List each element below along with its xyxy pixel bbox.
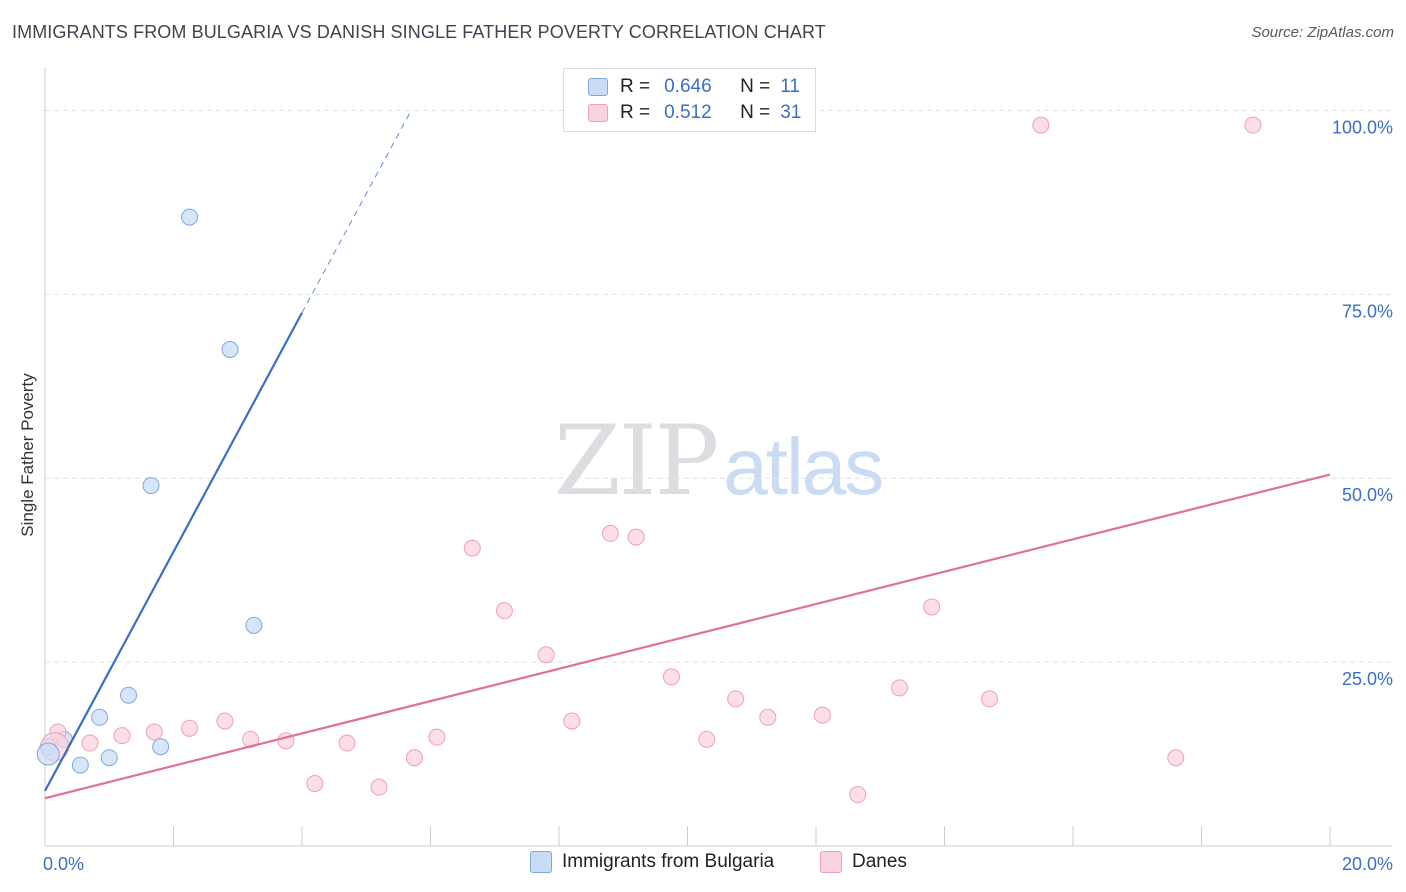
legend-item-danes[interactable]: Danes: [820, 851, 907, 873]
data-point-danes: [405, 749, 423, 767]
data-point-bulgaria: [142, 477, 160, 495]
data-point-bulgaria: [181, 208, 199, 226]
data-point-danes: [216, 712, 234, 730]
data-point-danes: [923, 598, 941, 616]
data-point-danes: [601, 524, 619, 542]
data-point-danes: [338, 734, 356, 752]
data-point-danes: [495, 602, 513, 620]
data-point-danes: [813, 706, 831, 724]
data-point-danes: [370, 778, 388, 796]
legend-r-value: 0.512: [664, 102, 712, 123]
legend-swatch-bulgaria: [530, 851, 552, 873]
watermark: ZIPatlas: [554, 405, 884, 517]
y-tick-label: 100.0%: [1332, 117, 1393, 137]
data-point-danes: [563, 712, 581, 730]
data-point-bulgaria: [91, 708, 109, 726]
data-point-danes: [463, 539, 481, 557]
data-point-bulgaria: [152, 738, 170, 756]
trend-line-danes: [44, 473, 1331, 800]
data-point-danes: [113, 727, 131, 745]
data-point-danes: [662, 668, 680, 686]
data-point-danes: [759, 708, 777, 726]
legend-r-label: R =: [620, 76, 651, 97]
data-point-bulgaria: [245, 616, 263, 634]
data-point-danes: [980, 690, 998, 708]
data-point-danes: [727, 690, 745, 708]
legend-r-label: R =: [620, 102, 651, 123]
correlation-legend: R = 0.646 N = 11 R = 0.512 N = 31: [563, 68, 816, 132]
data-point-danes: [181, 719, 199, 737]
legend-swatch-danes: [820, 851, 842, 873]
trend-line-bulgaria: [44, 312, 303, 792]
data-point-danes: [81, 734, 99, 752]
data-point-danes: [428, 728, 446, 746]
legend-r-value: 0.646: [664, 76, 712, 97]
legend-label-bulgaria: Immigrants from Bulgaria: [562, 851, 775, 872]
legend-item-bulgaria[interactable]: Immigrants from Bulgaria: [530, 851, 774, 873]
legend-label-danes: Danes: [852, 851, 907, 872]
y-tick-label: 50.0%: [1342, 485, 1393, 505]
data-point-danes: [1167, 749, 1185, 767]
data-point-danes: [306, 774, 324, 792]
data-point-bulgaria: [120, 686, 138, 704]
source-label: Source: ZipAtlas.com: [1251, 24, 1394, 41]
legend-swatch-bulgaria: [588, 78, 608, 96]
data-point-danes: [698, 730, 716, 748]
x-tick-label: 20.0%: [1342, 854, 1393, 874]
x-tick-label: 0.0%: [43, 854, 84, 874]
data-point-bulgaria: [36, 742, 60, 766]
data-point-danes: [627, 528, 645, 546]
data-point-danes: [1032, 116, 1050, 134]
legend-n-value: 11: [780, 76, 800, 97]
series-legend: Immigrants from Bulgaria Danes: [0, 851, 1406, 879]
data-point-danes: [849, 786, 867, 804]
data-point-bulgaria: [221, 341, 239, 359]
chart-title: IMMIGRANTS FROM BULGARIA VS DANISH SINGL…: [12, 22, 826, 42]
legend-n-label: N =: [740, 102, 771, 123]
data-point-danes: [1244, 116, 1262, 134]
y-tick-label: 75.0%: [1342, 301, 1393, 321]
watermark-atlas: atlas: [723, 422, 884, 511]
data-point-danes: [145, 723, 163, 741]
legend-n-label: N =: [740, 76, 771, 97]
data-point-bulgaria: [100, 749, 118, 767]
data-point-bulgaria: [71, 756, 89, 774]
watermark-zip: ZIP: [554, 405, 719, 517]
y-tick-label: 25.0%: [1342, 669, 1393, 689]
trend-line-extension-bulgaria: [301, 110, 412, 313]
legend-row-danes: R = 0.512 N = 31: [588, 101, 801, 125]
legend-n-value: 31: [780, 102, 802, 123]
legend-swatch-danes: [588, 104, 608, 122]
data-point-danes: [537, 646, 555, 664]
data-point-danes: [891, 679, 909, 697]
legend-row-bulgaria: R = 0.646 N = 11: [588, 75, 800, 99]
